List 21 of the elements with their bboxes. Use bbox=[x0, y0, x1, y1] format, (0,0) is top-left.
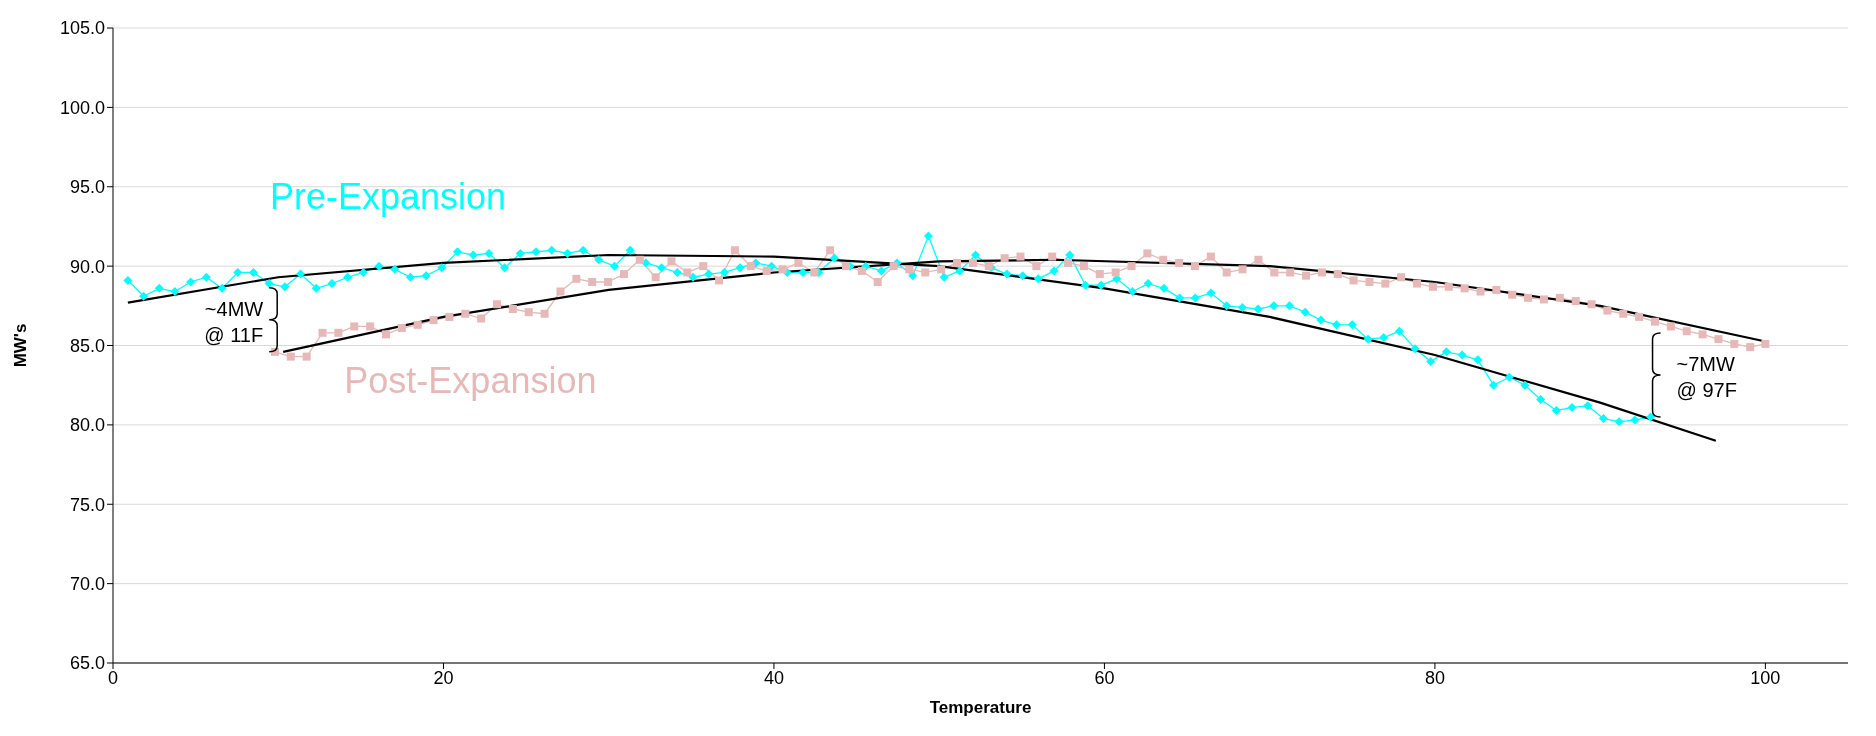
series-label: Post-Expansion bbox=[344, 360, 597, 402]
y-tick-label: 95.0 bbox=[69, 177, 105, 198]
x-tick-label: 40 bbox=[763, 667, 784, 688]
x-tick-label: 100 bbox=[1750, 667, 1781, 688]
y-axis-title: MW's bbox=[11, 323, 31, 368]
y-tick-label: 100.0 bbox=[59, 97, 105, 118]
y-tick-label: 70.0 bbox=[69, 574, 105, 595]
x-axis-title: Temperature bbox=[929, 698, 1032, 717]
y-tick-label: 105.0 bbox=[59, 18, 105, 39]
annotation: ~4MW @ 11F bbox=[204, 297, 264, 346]
y-tick-label: 65.0 bbox=[69, 653, 105, 674]
annotation: ~7MW @ 97F bbox=[1676, 352, 1737, 401]
y-tick-label: 75.0 bbox=[69, 494, 105, 515]
y-tick-label: 80.0 bbox=[69, 415, 105, 436]
series-label: Pre-Expansion bbox=[269, 175, 507, 217]
x-tick-label: 60 bbox=[1094, 667, 1115, 688]
x-tick-label: 80 bbox=[1424, 667, 1445, 688]
x-tick-label: 0 bbox=[107, 667, 119, 688]
y-tick-label: 90.0 bbox=[69, 256, 105, 277]
x-tick-label: 20 bbox=[433, 667, 454, 688]
y-tick-label: 85.0 bbox=[69, 335, 105, 356]
